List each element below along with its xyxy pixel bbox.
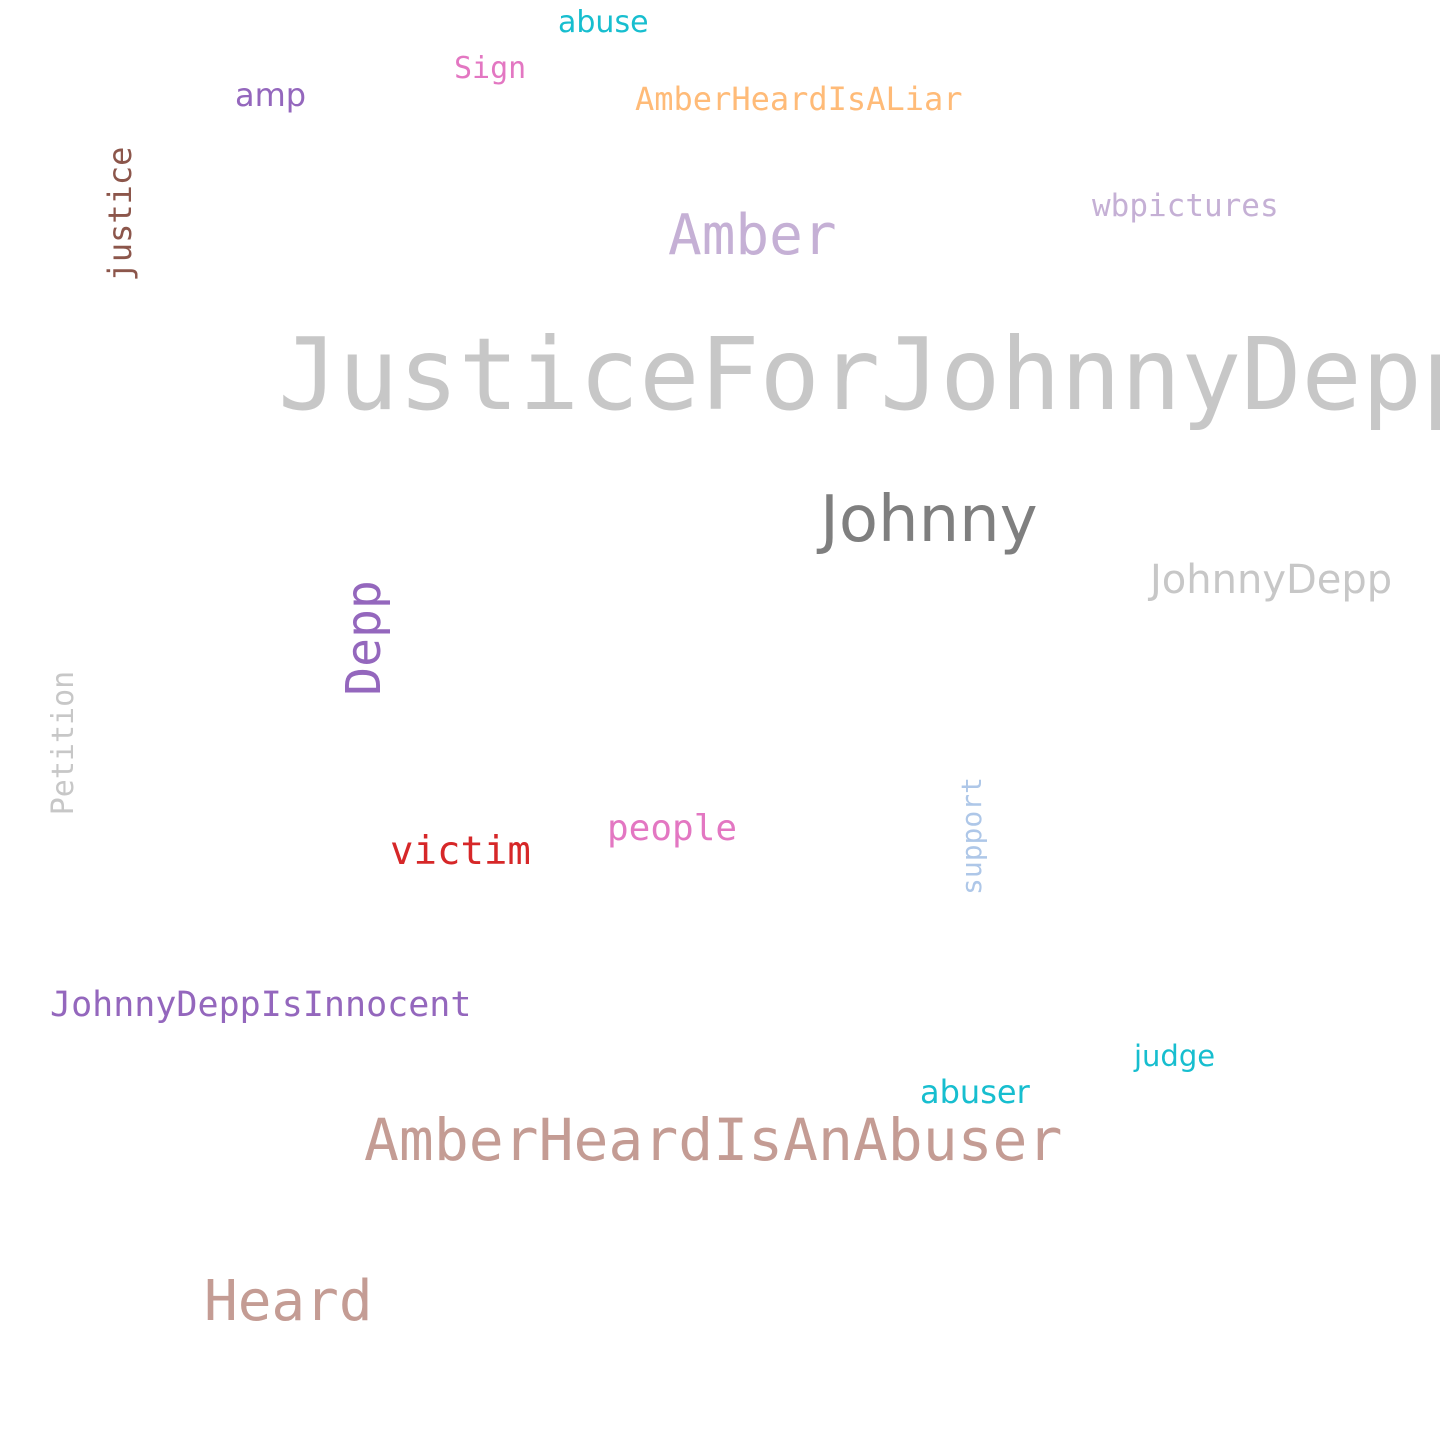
word-amp: amp	[235, 76, 307, 114]
word-abuse: abuse	[558, 5, 649, 40]
word-sign: Sign	[454, 51, 527, 86]
word-johnnydepp: JohnnyDepp	[1150, 557, 1393, 603]
word-people: people	[607, 808, 738, 849]
word-justice: justice	[101, 146, 139, 282]
word-heard: Heard	[204, 1269, 373, 1334]
word-johnny: Johnny	[820, 483, 1038, 557]
word-amberheardisaliar: AmberHeardIsALiar	[635, 80, 963, 118]
word-abuser: abuser	[920, 1073, 1030, 1111]
word-justiceforjohnnydepp: JusticeForJohnnyDepp	[278, 316, 1440, 433]
word-petition: Petition	[46, 670, 81, 816]
word-johnnydeppisinnocent: JohnnyDeppIsInnocent	[50, 985, 472, 1025]
word-victim: victim	[390, 829, 531, 874]
word-judge: judge	[1134, 1039, 1216, 1073]
word-wbpictures: wbpictures	[1092, 188, 1279, 224]
word-depp: Depp	[336, 580, 392, 696]
word-amber: Amber	[668, 203, 837, 268]
word-amberheardisanabuser: AmberHeardIsAnAbuser	[364, 1106, 1063, 1174]
word-support: support	[955, 777, 988, 896]
